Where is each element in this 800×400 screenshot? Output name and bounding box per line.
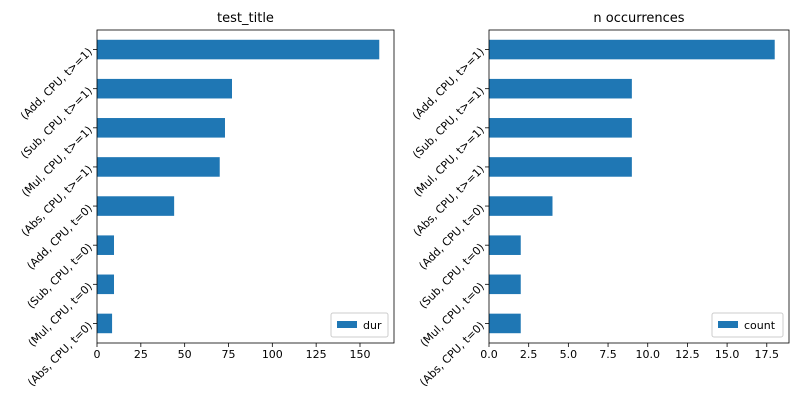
chart-title: n occurrences [593,11,684,26]
y-tick-label: (Mul, CPU, t>=1) [411,124,487,200]
bar [489,313,521,334]
bar [489,157,632,177]
y-tick-label: (Add, CPU, t>=1) [18,45,95,122]
x-tick-label: 150 [349,348,370,361]
x-tick-label: 15.0 [715,348,740,361]
legend-box [711,312,784,338]
bar [97,39,380,60]
x-tick-label: 0.0 [480,348,498,361]
bar [489,39,775,60]
y-tick-label: (Mul, CPU, t>=1) [19,124,95,200]
x-tick-label: 12.5 [675,348,700,361]
bar [97,118,225,138]
y-tick-label: (Abs, CPU, t>=1) [19,163,95,239]
chart-title: test_title [217,11,274,26]
legend-swatch [337,321,357,328]
x-tick-label: 50 [178,348,192,361]
bar [489,274,521,295]
y-tick-label: (Sub, CPU, t>=1) [410,84,487,161]
legend-label: count [744,319,776,332]
bar [489,235,521,255]
bar [97,235,115,255]
legend-swatch [718,321,738,328]
bar [489,118,632,138]
x-tick-label: 2.5 [520,348,538,361]
bar [489,196,553,216]
x-tick-label: 7.5 [599,348,617,361]
bar [97,196,175,216]
y-tick-label: (Sub, CPU, t>=1) [18,84,95,161]
bar [97,313,113,334]
x-tick-label: 17.5 [755,348,780,361]
y-tick-label: (Add, CPU, t>=1) [410,45,487,122]
axes-frame [488,29,790,344]
y-tick-label: (Abs, CPU, t>=1) [411,163,487,239]
legend-label: dur [363,319,382,332]
bar [97,157,220,177]
bar [97,274,115,295]
x-tick-label: 75 [221,348,235,361]
x-tick-label: 10.0 [635,348,660,361]
x-tick-label: 125 [306,348,327,361]
x-tick-label: 25 [134,348,148,361]
bar [489,78,632,99]
legend-box [330,312,389,338]
axes-frame [96,29,395,344]
x-tick-label: 5.0 [560,348,578,361]
x-tick-label: 100 [262,348,283,361]
x-tick-label: 0 [94,348,101,361]
bar [97,78,232,99]
